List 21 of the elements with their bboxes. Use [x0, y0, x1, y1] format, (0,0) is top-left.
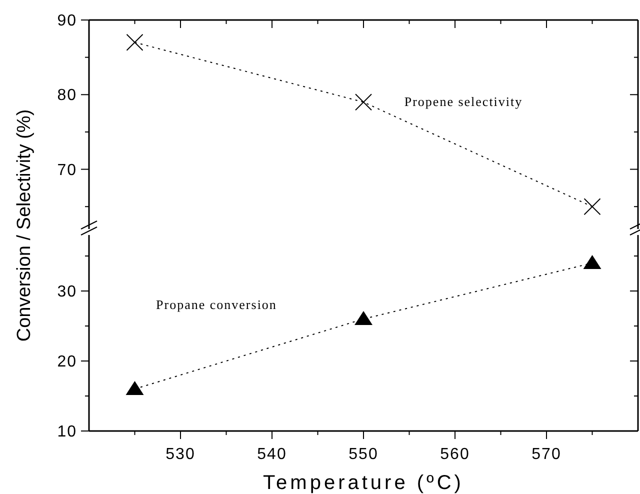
x-tick-label: 530 — [166, 446, 196, 463]
point — [583, 255, 602, 269]
point — [355, 94, 372, 111]
y-tick-label: 30 — [57, 284, 77, 301]
text: Propane conversion — [156, 297, 277, 312]
point — [584, 198, 601, 216]
y-tick-label: 80 — [57, 87, 77, 104]
x-axis-title: Temperature (ºC) — [263, 472, 464, 494]
point — [354, 311, 372, 325]
y-tick-label: 20 — [57, 354, 77, 371]
point — [126, 381, 144, 395]
x-tick-label: 570 — [532, 446, 562, 463]
x-tick-label: 560 — [440, 446, 470, 463]
series-label: Propene selectivity — [404, 94, 523, 110]
y-tick-label: 70 — [57, 162, 77, 179]
point — [126, 34, 144, 51]
x-tick-label: 540 — [257, 446, 287, 463]
y-axis-title: Conversion / Selectivity (%) — [14, 109, 35, 342]
y-tick-label: 10 — [57, 424, 77, 441]
y-tick-label: 90 — [57, 12, 77, 30]
x-tick-label: 550 — [348, 446, 378, 463]
